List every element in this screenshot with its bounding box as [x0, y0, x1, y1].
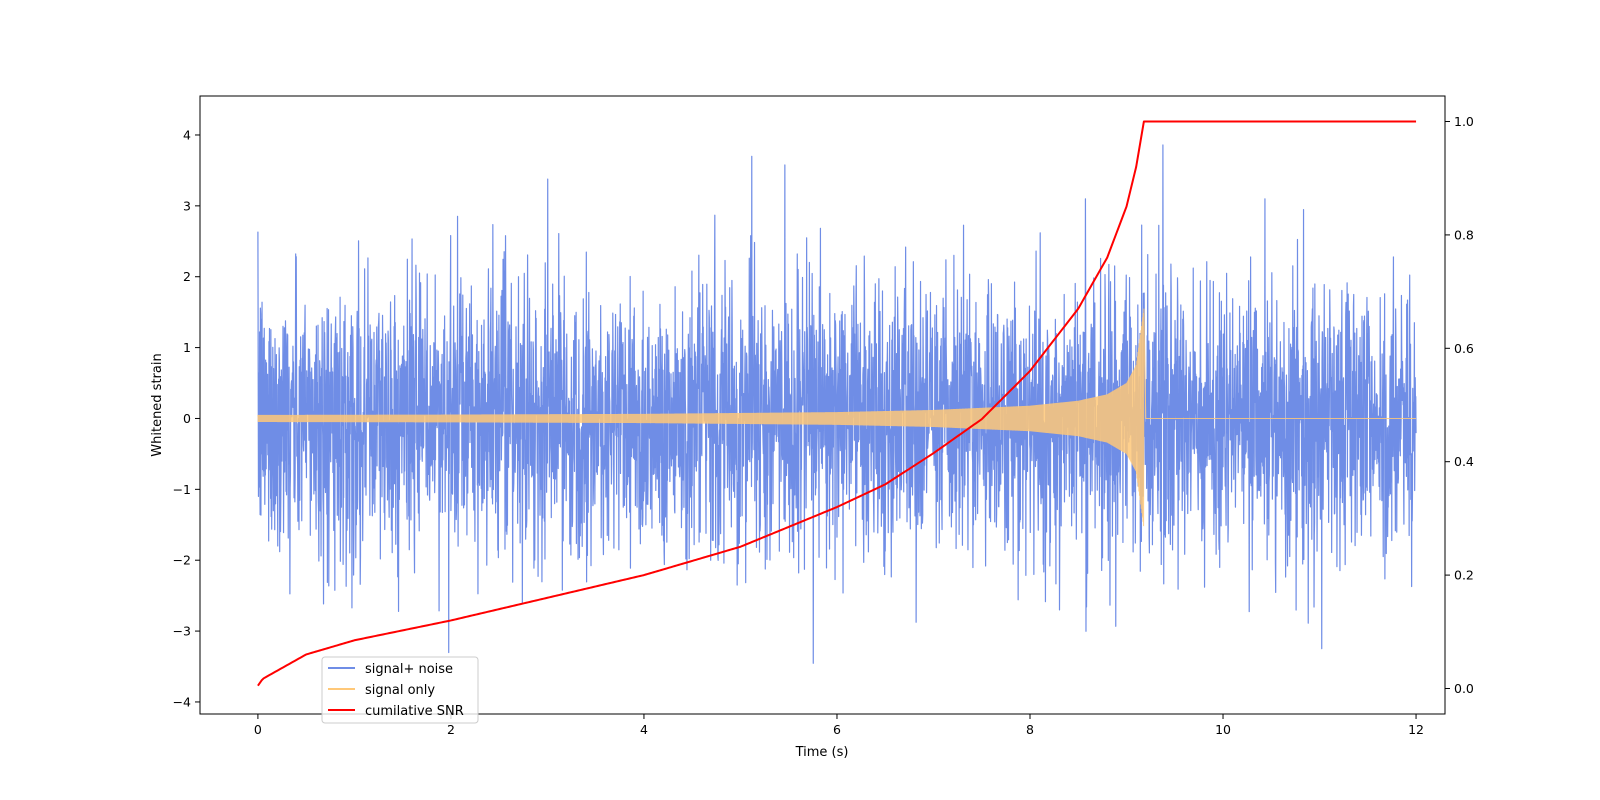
y-tick-label: 1 [183, 340, 191, 355]
x-tick-label: 4 [640, 722, 648, 737]
y-tick-label: 0 [183, 411, 191, 426]
x-tick-label: 10 [1215, 722, 1231, 737]
y-tick-label: −4 [173, 694, 191, 709]
y-tick-label: −2 [173, 553, 191, 568]
y2-tick-label: 0.2 [1454, 568, 1474, 583]
y-axis-right: 0.0 0.2 0.4 0.6 0.8 1.0 [1445, 114, 1474, 696]
x-tick-label: 2 [447, 722, 455, 737]
x-tick-label: 12 [1408, 722, 1424, 737]
y-tick-label: 4 [183, 127, 191, 142]
legend: signal+ noise signal only cumilative SNR [321, 656, 479, 724]
plot-frame [199, 95, 1446, 715]
legend-label-signal-only: signal only [365, 683, 435, 698]
y-tick-label: 3 [183, 198, 191, 213]
x-tick-label: 0 [254, 722, 262, 737]
legend-label-signal-noise: signal+ noise [365, 662, 453, 677]
y-tick-label: −1 [173, 482, 191, 497]
series-signal-only [257, 308, 1417, 527]
x-tick-label: 8 [1026, 722, 1034, 737]
y-axis-left: −4 −3 −2 −1 0 1 2 3 4 [173, 127, 200, 709]
plot-area [257, 144, 1417, 664]
series-signal-noise [257, 144, 1417, 664]
y2-tick-label: 0.4 [1454, 454, 1474, 469]
x-tick-label: 6 [833, 722, 841, 737]
y2-tick-label: 0.6 [1454, 341, 1474, 356]
y2-tick-label: 0.0 [1454, 681, 1474, 696]
legend-label-snr: cumilative SNR [365, 704, 464, 719]
y2-tick-label: 1.0 [1454, 114, 1474, 129]
x-axis: 0 2 4 6 8 10 12 [254, 714, 1424, 737]
series-cumulative-snr [257, 120, 1417, 687]
y-axis-label: Whitened strain [150, 353, 165, 456]
y2-tick-label: 0.8 [1454, 227, 1474, 242]
x-axis-label: Time (s) [795, 745, 849, 760]
y-tick-label: 2 [183, 269, 191, 284]
y-tick-label: −3 [173, 624, 191, 639]
legend-box [321, 656, 479, 724]
